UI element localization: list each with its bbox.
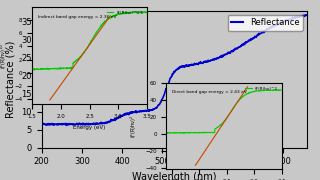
Text: Indirect band gap energy = 2.36 eV: Indirect band gap energy = 2.36 eV — [38, 15, 116, 19]
Legend: Reflectance: Reflectance — [228, 15, 303, 31]
Y-axis label: (F(R)hν)$^{2}$: (F(R)hν)$^{2}$ — [129, 114, 140, 138]
X-axis label: Energy (eV): Energy (eV) — [74, 125, 106, 130]
Text: Direct band gap energy = 2.43 eV: Direct band gap energy = 2.43 eV — [172, 90, 247, 94]
X-axis label: Wavelength (nm): Wavelength (nm) — [132, 172, 217, 180]
Legend: (F(R)hv)^0.5: (F(R)hv)^0.5 — [105, 9, 145, 17]
Legend: (F(R)hv)^2: (F(R)hv)^2 — [244, 85, 279, 92]
Y-axis label: (F(R)hν)$^{1/2}$: (F(R)hν)$^{1/2}$ — [0, 42, 9, 69]
Y-axis label: Reflectance (%): Reflectance (%) — [6, 40, 16, 118]
